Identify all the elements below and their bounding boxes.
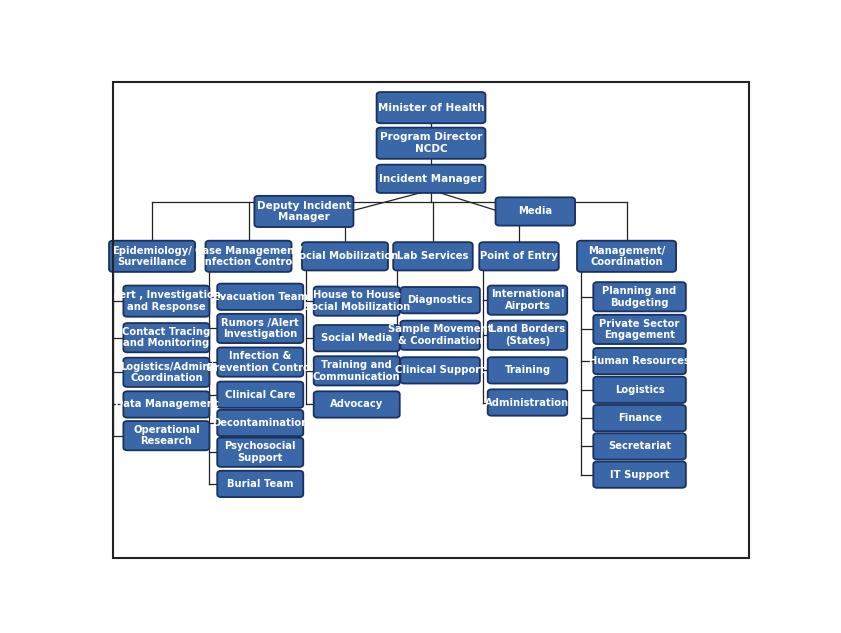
FancyBboxPatch shape xyxy=(593,405,686,431)
FancyBboxPatch shape xyxy=(593,433,686,460)
FancyBboxPatch shape xyxy=(495,197,575,225)
FancyBboxPatch shape xyxy=(254,196,353,227)
FancyBboxPatch shape xyxy=(377,165,485,193)
Text: Human Resources: Human Resources xyxy=(590,356,690,366)
Text: Epidemiology/
Surveillance: Epidemiology/ Surveillance xyxy=(112,246,192,267)
FancyBboxPatch shape xyxy=(109,241,195,272)
Text: Operational
Research: Operational Research xyxy=(133,425,199,446)
Text: International
Airports: International Airports xyxy=(491,289,564,311)
Text: Clinical Support: Clinical Support xyxy=(395,365,485,375)
FancyBboxPatch shape xyxy=(593,461,686,488)
FancyBboxPatch shape xyxy=(302,242,388,270)
FancyBboxPatch shape xyxy=(377,128,485,159)
FancyBboxPatch shape xyxy=(400,321,480,350)
FancyBboxPatch shape xyxy=(400,357,480,384)
FancyBboxPatch shape xyxy=(314,325,399,351)
Text: Lab Services: Lab Services xyxy=(397,251,468,261)
FancyBboxPatch shape xyxy=(217,314,304,343)
FancyBboxPatch shape xyxy=(377,92,485,123)
FancyBboxPatch shape xyxy=(314,356,399,385)
Text: Contact Tracing
and Monitoring: Contact Tracing and Monitoring xyxy=(122,327,210,349)
Text: Private Sector
Engagement: Private Sector Engagement xyxy=(600,318,680,340)
FancyBboxPatch shape xyxy=(217,437,304,467)
Text: Program Director
NCDC: Program Director NCDC xyxy=(380,132,482,154)
FancyBboxPatch shape xyxy=(577,241,676,272)
Text: Planning and
Budgeting: Planning and Budgeting xyxy=(602,286,677,308)
FancyBboxPatch shape xyxy=(593,315,686,344)
FancyBboxPatch shape xyxy=(488,321,567,350)
FancyBboxPatch shape xyxy=(593,377,686,403)
Text: Logistics: Logistics xyxy=(615,385,664,395)
Text: Incident Manager: Incident Manager xyxy=(379,174,483,184)
Text: Minister of Health: Minister of Health xyxy=(378,103,484,113)
FancyBboxPatch shape xyxy=(400,287,480,313)
Text: Logistics/Admin/
Coordination: Logistics/Admin/ Coordination xyxy=(119,361,213,383)
FancyBboxPatch shape xyxy=(124,285,209,316)
Text: Psychosocial
Support: Psychosocial Support xyxy=(225,441,296,463)
Text: Finance: Finance xyxy=(617,413,662,423)
FancyBboxPatch shape xyxy=(124,391,209,418)
FancyBboxPatch shape xyxy=(205,241,292,272)
Text: Clinical Care: Clinical Care xyxy=(225,390,295,399)
Text: Land Borders
(States): Land Borders (States) xyxy=(490,325,565,346)
FancyBboxPatch shape xyxy=(217,471,304,497)
FancyBboxPatch shape xyxy=(593,348,686,374)
FancyBboxPatch shape xyxy=(217,284,304,310)
FancyBboxPatch shape xyxy=(314,287,399,316)
Text: Point of Entry: Point of Entry xyxy=(480,251,558,261)
Text: Rumors /Alert
Investigation: Rumors /Alert Investigation xyxy=(221,318,299,339)
Text: Management/
Coordination: Management/ Coordination xyxy=(588,246,665,267)
Text: Evacuation Team: Evacuation Team xyxy=(213,292,308,302)
Text: Deputy Incident
Manager: Deputy Incident Manager xyxy=(257,201,351,222)
Text: Training and
Communication: Training and Communication xyxy=(313,360,400,382)
FancyBboxPatch shape xyxy=(394,242,473,270)
Text: Training: Training xyxy=(505,365,551,375)
Text: Diagnostics: Diagnostics xyxy=(407,295,473,305)
FancyBboxPatch shape xyxy=(124,421,209,450)
Text: Advocacy: Advocacy xyxy=(330,399,383,410)
Text: Alert , Investigation,
and Response: Alert , Investigation, and Response xyxy=(108,291,225,312)
Text: Infection &
Prevention Control: Infection & Prevention Control xyxy=(207,351,314,373)
FancyBboxPatch shape xyxy=(217,348,304,377)
FancyBboxPatch shape xyxy=(314,391,399,418)
FancyBboxPatch shape xyxy=(217,410,304,436)
FancyBboxPatch shape xyxy=(593,282,686,311)
Text: Decontamination: Decontamination xyxy=(212,418,309,428)
Text: Sample Movement
& Coordination: Sample Movement & Coordination xyxy=(388,325,492,346)
Text: Media: Media xyxy=(518,206,553,216)
Text: Case Management/
Infection Control: Case Management/ Infection Control xyxy=(195,246,302,267)
Text: Burial Team: Burial Team xyxy=(227,479,294,489)
Text: Administration: Administration xyxy=(485,398,569,408)
FancyBboxPatch shape xyxy=(488,285,567,315)
Text: Social Media: Social Media xyxy=(321,333,393,343)
Text: Data Management: Data Management xyxy=(114,399,218,410)
FancyBboxPatch shape xyxy=(217,382,304,408)
FancyBboxPatch shape xyxy=(488,357,567,384)
FancyBboxPatch shape xyxy=(479,242,558,270)
Text: IT Support: IT Support xyxy=(610,470,669,480)
Text: Secretariat: Secretariat xyxy=(608,441,671,451)
FancyBboxPatch shape xyxy=(124,358,209,387)
FancyBboxPatch shape xyxy=(488,389,567,416)
Text: House to House
Social Mobilization: House to House Social Mobilization xyxy=(304,291,410,312)
Text: Social Mobilization: Social Mobilization xyxy=(292,251,398,261)
FancyBboxPatch shape xyxy=(124,323,209,353)
